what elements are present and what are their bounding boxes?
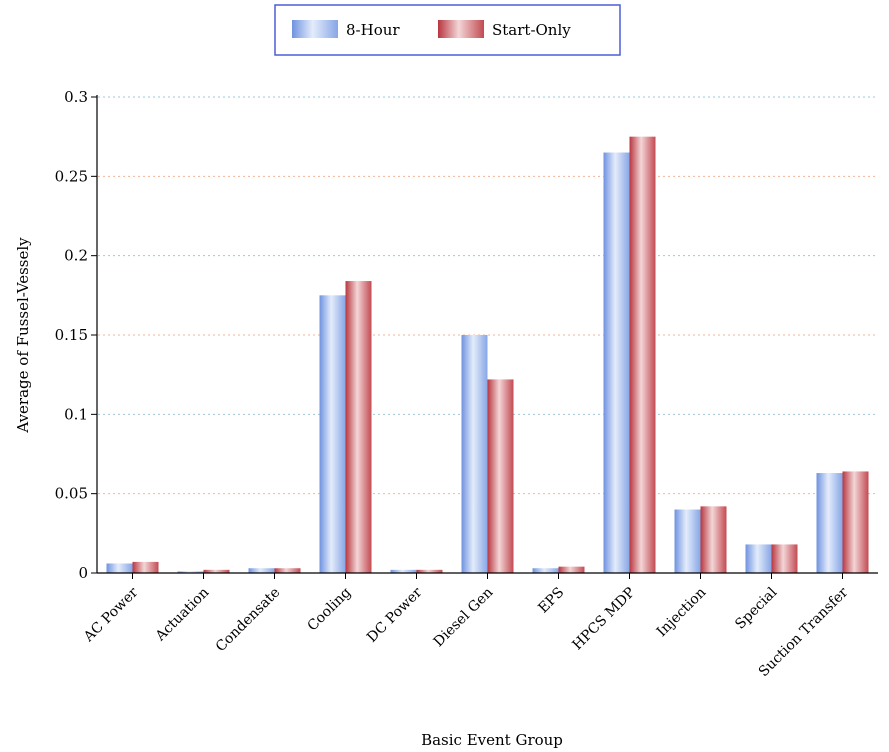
x-axis-title: Basic Event Group (421, 731, 563, 749)
legend-swatch-start-only (438, 20, 484, 38)
y-tick-label: 0.1 (64, 405, 88, 423)
x-tick-label-eps: EPS (535, 585, 567, 617)
bar-start-only-actuation (203, 569, 230, 573)
x-tick-label-hpcs-mdp: HPCS MDP (569, 585, 638, 654)
bar-start-only-special (771, 544, 798, 573)
bar-layer (106, 136, 869, 574)
x-tick-label-dc-power: DC Power (364, 584, 425, 645)
legend-label-start-only: Start-Only (492, 21, 571, 39)
bar-8-hour-dc-power (390, 569, 417, 573)
x-tick-label-diesel-gen: Diesel Gen (431, 585, 497, 651)
bar-8-hour-cooling (319, 295, 346, 573)
bar-8-hour-special (745, 544, 772, 573)
bar-start-only-condensate (274, 568, 301, 573)
legend: 8-Hour Start-Only (274, 4, 621, 56)
y-tick-label: 0.15 (55, 326, 88, 344)
bar-8-hour-ac-power (106, 563, 133, 573)
x-tick-label-ac-power: AC Power (80, 584, 141, 645)
bar-start-only-injection (700, 506, 727, 573)
x-tick-label-special: Special (732, 584, 780, 632)
bar-8-hour-hpcs-mdp (603, 152, 630, 574)
bar-start-only-dc-power (416, 569, 443, 573)
bar-start-only-ac-power (132, 561, 159, 573)
bar-start-only-suction-transfer (842, 471, 869, 573)
bar-start-only-cooling (345, 281, 372, 573)
bar-8-hour-condensate (248, 568, 275, 573)
bar-8-hour-eps (532, 568, 559, 573)
legend-label-8-hour: 8-Hour (346, 21, 400, 39)
y-axis-title: Average of Fussel-Vessely (14, 237, 32, 434)
x-tick-label-cooling: Cooling (304, 584, 354, 634)
bar-start-only-hpcs-mdp (629, 136, 656, 573)
bar-start-only-eps (558, 566, 585, 573)
y-tick-label: 0.3 (64, 88, 88, 106)
grid-layer (98, 96, 878, 495)
bar-8-hour-diesel-gen (461, 335, 488, 573)
x-tick-label-actuation: Actuation (152, 585, 212, 645)
x-tick-label-injection: Injection (654, 585, 710, 641)
bar-8-hour-suction-transfer (816, 473, 843, 573)
bar-start-only-diesel-gen (487, 379, 514, 573)
y-tick-label: 0.05 (55, 485, 88, 503)
legend-swatch-8-hour (292, 20, 338, 38)
y-tick-label: 0 (78, 564, 88, 582)
y-tick-label: 0.2 (64, 247, 88, 265)
bar-8-hour-injection (674, 509, 701, 573)
bar-8-hour-actuation (177, 571, 204, 573)
y-tick-label: 0.25 (55, 167, 88, 185)
x-tick-label-condensate: Condensate (213, 585, 284, 656)
